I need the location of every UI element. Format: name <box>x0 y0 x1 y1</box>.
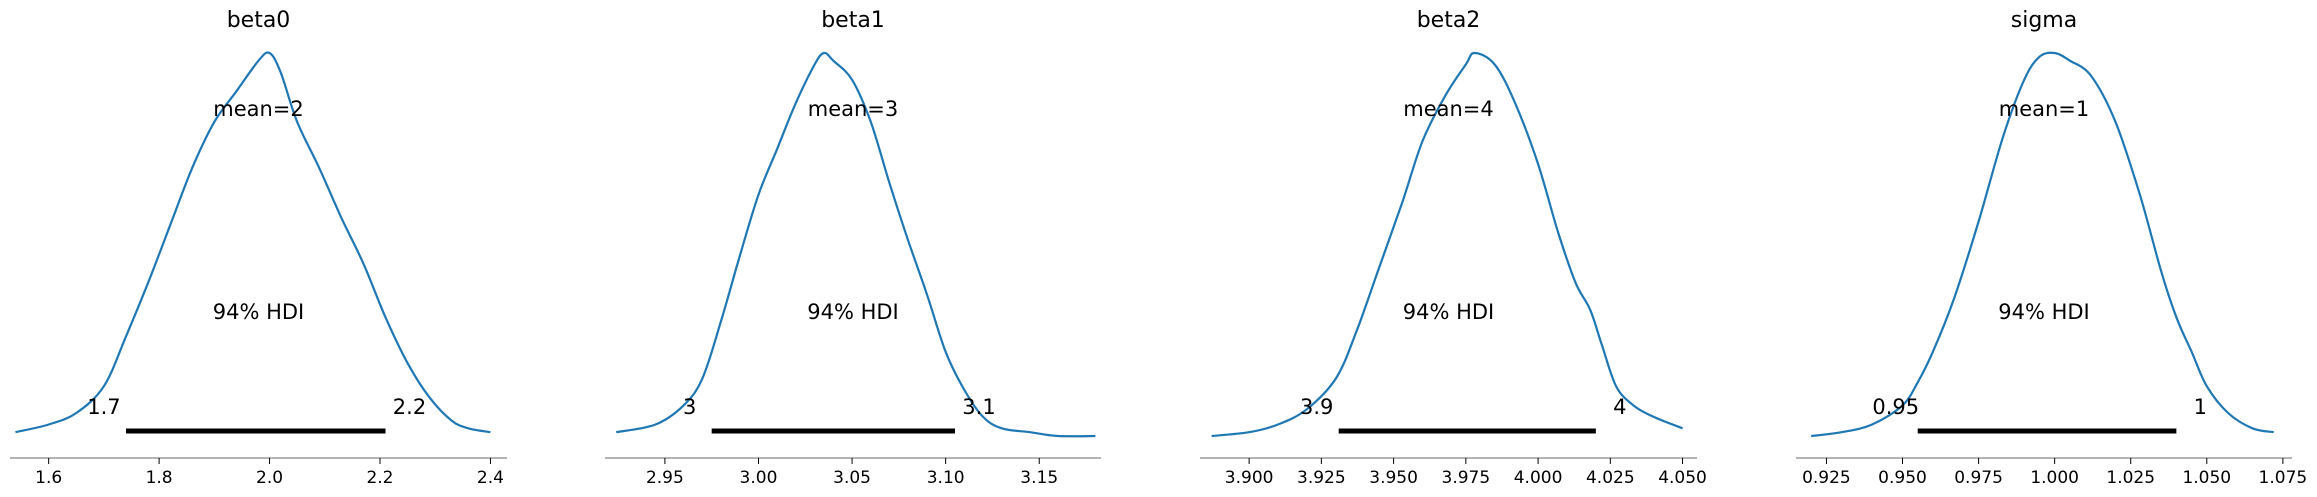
x-tick-label: 1.050 <box>2182 468 2231 488</box>
x-tick-label: 3.05 <box>833 468 871 488</box>
x-tick-label: 3.950 <box>1369 468 1418 488</box>
hdi-label: 94% HDI <box>1998 300 2090 324</box>
hdi-upper-label: 1 <box>2194 395 2207 419</box>
hdi-lower-label: 3 <box>683 395 696 419</box>
x-tick-label: 1.025 <box>2106 468 2155 488</box>
mean-label: mean=1 <box>1999 97 2090 121</box>
x-tick-label: 0.950 <box>1878 468 1927 488</box>
mean-label: mean=3 <box>808 97 899 121</box>
hdi-lower-label: 3.9 <box>1300 395 1333 419</box>
density-curve <box>615 51 1096 438</box>
panel-title: beta1 <box>821 8 885 33</box>
x-tick-label: 3.975 <box>1442 468 1491 488</box>
x-tick-label: 3.15 <box>1020 468 1058 488</box>
hdi-label: 94% HDI <box>807 300 899 324</box>
hdi-lower-label: 0.95 <box>1872 395 1919 419</box>
density-curve <box>1211 51 1683 438</box>
x-tick-label: 2.95 <box>646 468 684 488</box>
hdi-upper-label: 2.2 <box>393 395 426 419</box>
panel-sigma: sigma mean=1 94% HDI 0.95 1 0.925 0.950 0.975 1.… <box>1796 8 2307 488</box>
panel-title: beta0 <box>227 8 291 33</box>
x-tick-label: 2.4 <box>477 468 504 488</box>
x-tick-label: 1.075 <box>2259 468 2308 488</box>
hdi-upper-label: 4 <box>1613 395 1626 419</box>
x-tick-label: 3.00 <box>740 468 778 488</box>
x-tick-label: 1.8 <box>146 468 173 488</box>
x-tick-label: 1.000 <box>2030 468 2079 488</box>
x-tick-label: 3.925 <box>1297 468 1346 488</box>
panel-title: beta2 <box>1417 8 1481 33</box>
x-tick-label: 0.925 <box>1802 468 1851 488</box>
x-tick-label: 3.10 <box>927 468 965 488</box>
hdi-label: 94% HDI <box>1403 300 1495 324</box>
density-curve <box>15 51 491 434</box>
x-tick-label: 4.025 <box>1586 468 1635 488</box>
panel-beta2: beta2 mean=4 94% HDI 3.9 4 3.900 3.925 3.950 3.9… <box>1200 8 1707 488</box>
x-tick-label: 2.2 <box>366 468 393 488</box>
x-tick-label: 2.0 <box>256 468 283 488</box>
x-tick-label: 0.975 <box>1954 468 2003 488</box>
hdi-label: 94% HDI <box>213 300 305 324</box>
x-tick-label: 1.6 <box>35 468 62 488</box>
panel-beta1: beta1 mean=3 94% HDI 3 3.1 2.95 3.00 3.05 3.10 3.… <box>605 8 1101 488</box>
hdi-upper-label: 3.1 <box>962 395 995 419</box>
mean-label: mean=2 <box>213 97 304 121</box>
density-curve <box>1811 51 2274 438</box>
panel-beta0: beta0 mean=2 94% HDI 1.7 2.2 1.6 1.8 2.0 2.2 2.4 <box>10 8 507 488</box>
mean-label: mean=4 <box>1403 97 1494 121</box>
panel-title: sigma <box>2011 8 2077 33</box>
x-tick-label: 4.050 <box>1658 468 1707 488</box>
x-tick-label: 3.900 <box>1225 468 1274 488</box>
x-tick-label: 4.000 <box>1514 468 1563 488</box>
hdi-lower-label: 1.7 <box>87 395 120 419</box>
